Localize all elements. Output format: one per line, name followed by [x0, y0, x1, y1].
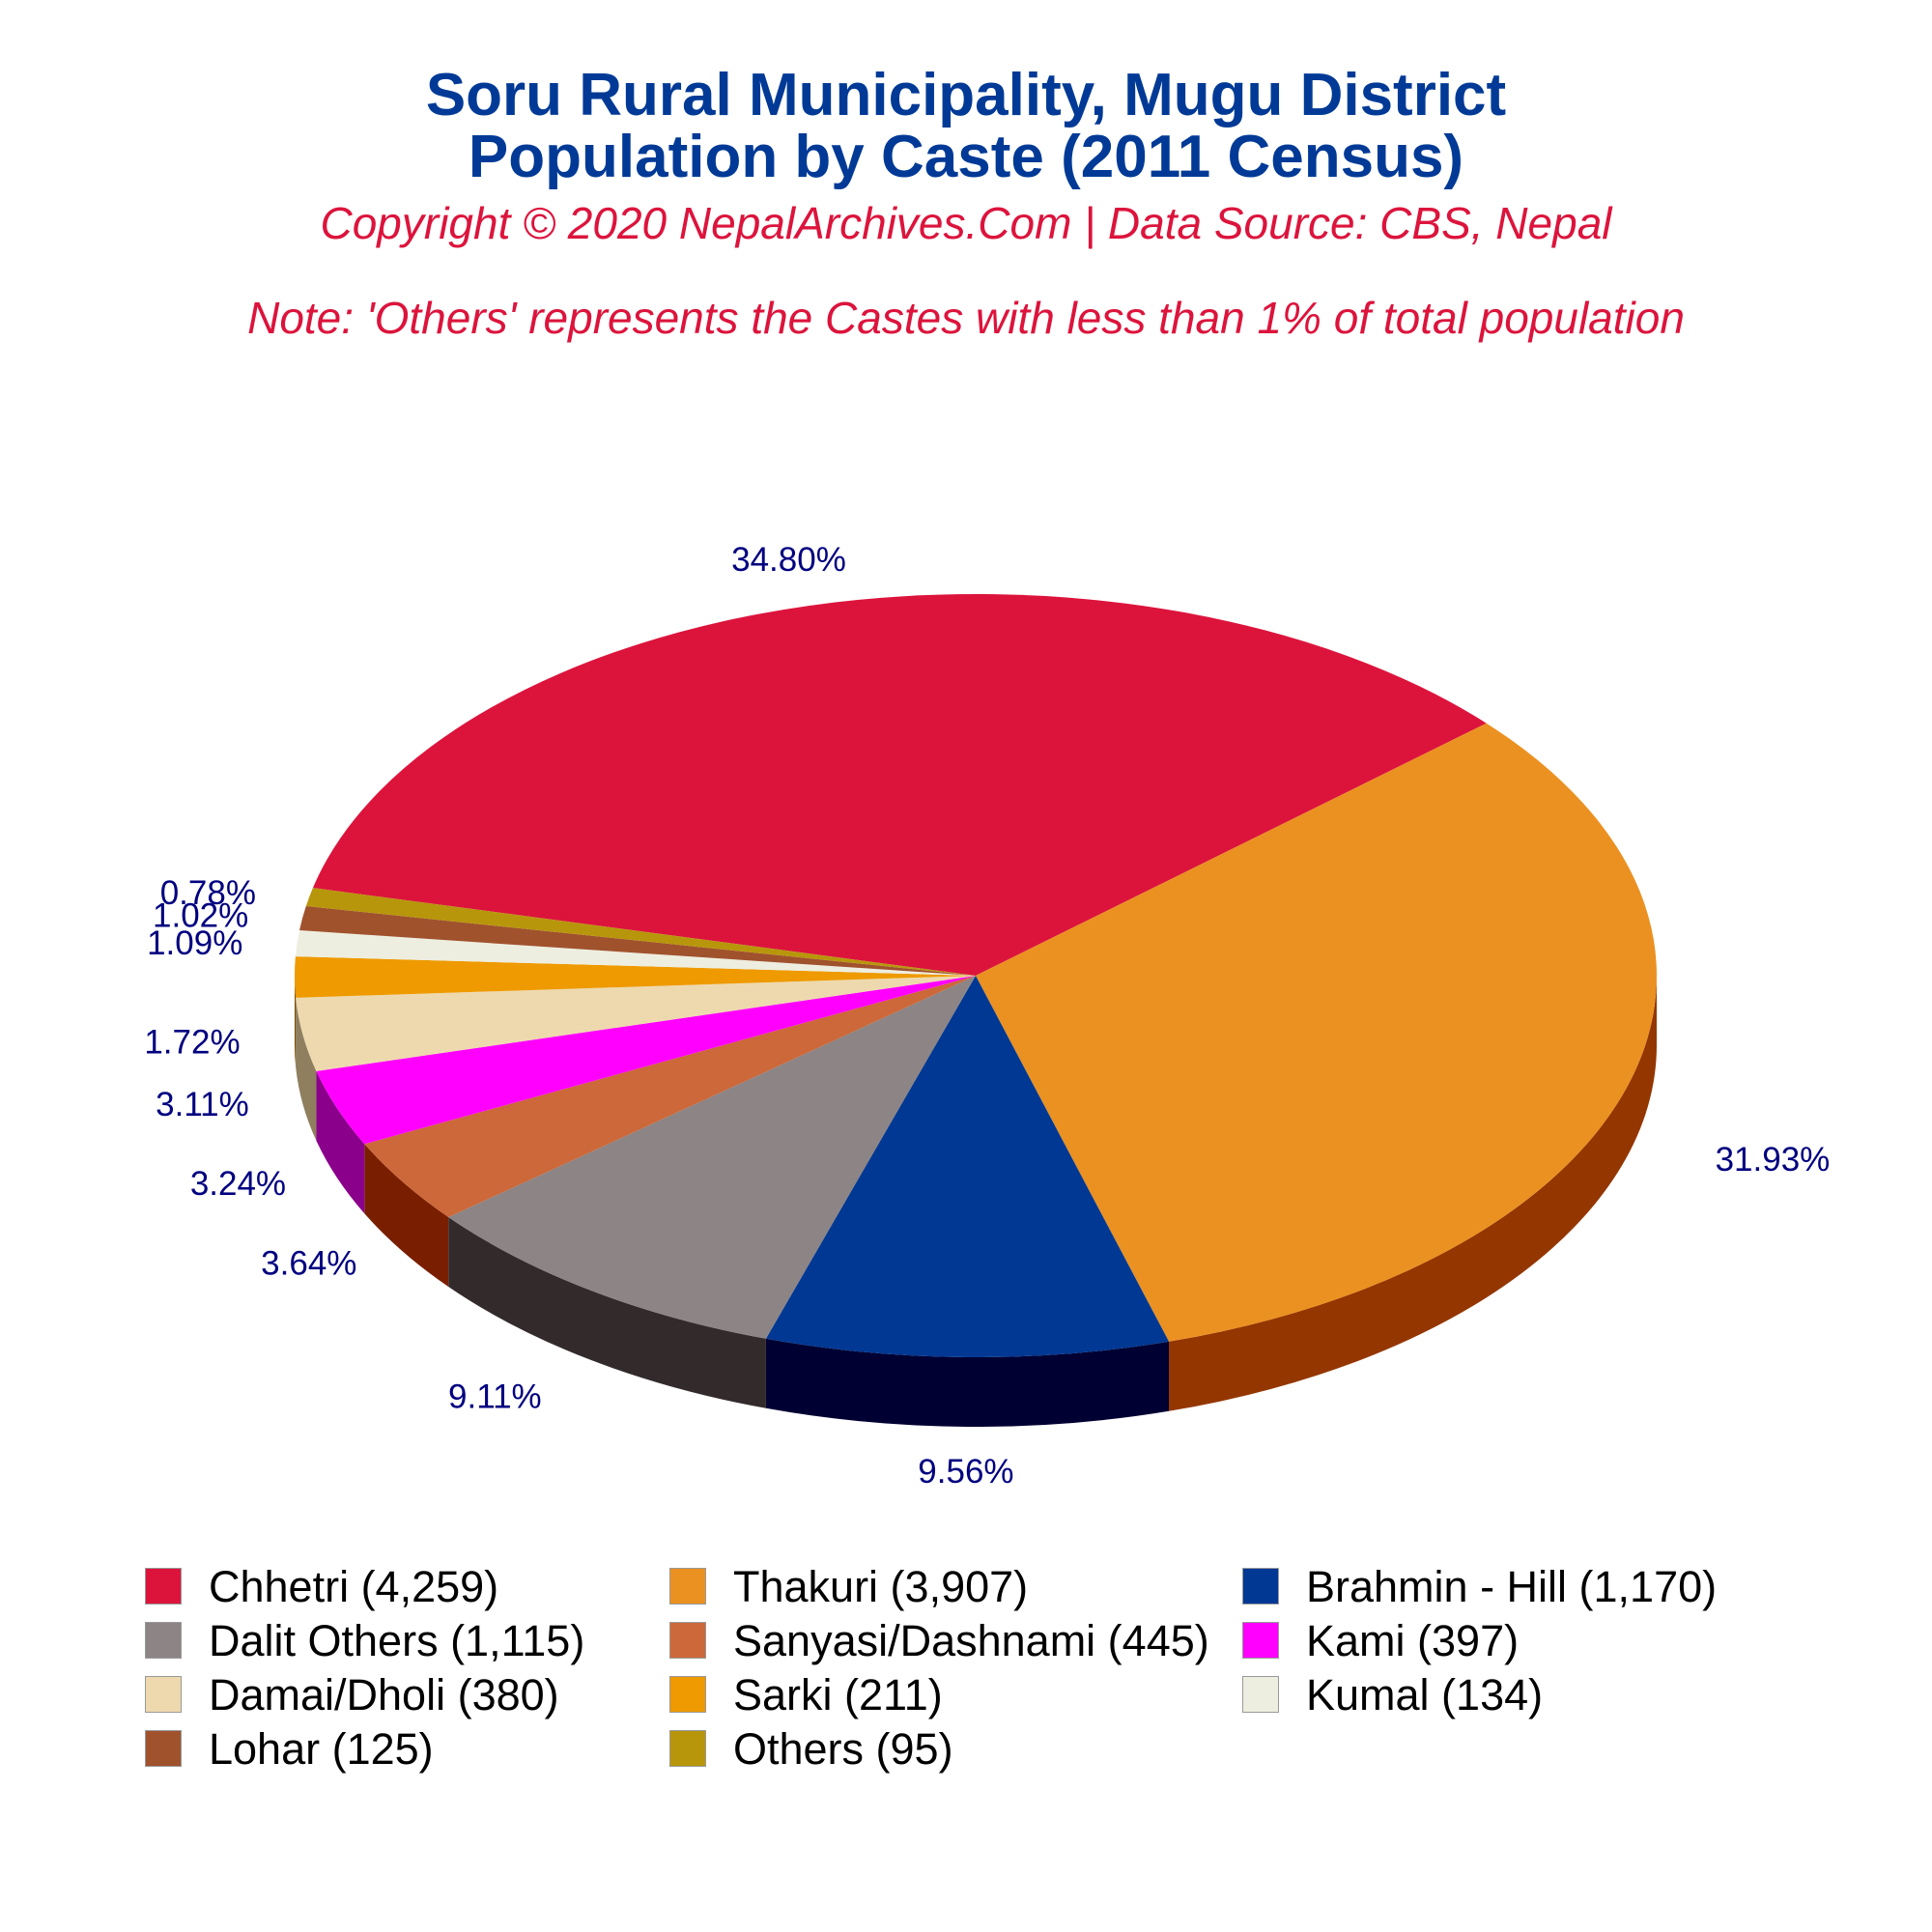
legend-swatch [1242, 1622, 1279, 1659]
legend-item: Kumal (134) [1242, 1668, 1822, 1720]
pie-sides [295, 976, 1657, 1427]
pie-side-wall [364, 1144, 449, 1288]
slice-percent-label: 3.24% [190, 1165, 286, 1203]
slice-percent-label: 1.02% [153, 897, 248, 935]
legend-label: Sanyasi/Dashnami (445) [733, 1615, 1209, 1665]
slice-percent-label: 9.56% [918, 1453, 1013, 1491]
pie-slice [364, 976, 976, 1218]
chart-legend: Chhetri (4,259) Thakuri (3,907) Brahmin - … [145, 1560, 1845, 1775]
pie-slice [305, 888, 976, 976]
slice-percent-label: 34.80% [731, 541, 846, 579]
legend-label: Brahmin - Hill (1,170) [1306, 1561, 1718, 1611]
slice-percent-label: 0.78% [160, 874, 256, 912]
legend-label: Damai/Dholi (380) [209, 1669, 559, 1719]
pie-slice [299, 905, 976, 976]
legend-swatch [145, 1622, 182, 1659]
slice-percent-label: 3.64% [261, 1244, 356, 1282]
pie-slice [976, 723, 1657, 1342]
legend-item: Kami (397) [1242, 1614, 1822, 1666]
slice-percent-label: 1.72% [144, 1023, 240, 1061]
legend-swatch [145, 1730, 182, 1767]
legend-swatch [145, 1676, 182, 1713]
legend-swatch [669, 1568, 706, 1605]
slice-percent-label: 31.93% [1716, 1141, 1831, 1179]
legend-swatch [669, 1676, 706, 1713]
pie-slice [316, 976, 976, 1145]
note-text: Note: 'Others' represents the Castes wit… [247, 293, 1685, 343]
pie-slice [295, 956, 976, 998]
pie-labels: 34.80% 31.93% 9.56% 9.11% 3.64% 3.24% 3.11% 1.7… [144, 541, 1830, 1491]
legend-label: Thakuri (3,907) [733, 1561, 1029, 1611]
legend-item: Dalit Others (1,115) [145, 1614, 669, 1666]
chart-title-line2: Population by Caste (2011 Census) [468, 124, 1464, 190]
legend-swatch [669, 1622, 706, 1659]
pie-slice [765, 976, 1170, 1357]
slice-percent-label: 3.11% [156, 1086, 249, 1123]
legend-item: Damai/Dholi (380) [145, 1668, 669, 1720]
pie-slice [295, 930, 976, 976]
legend-item: Sarki (211) [669, 1668, 1242, 1720]
pie-slice [312, 593, 1487, 976]
legend-label: Kami (397) [1306, 1615, 1520, 1665]
legend-item: Others (95) [669, 1722, 1242, 1775]
legend-swatch [145, 1568, 182, 1605]
legend-label: Dalit Others (1,115) [209, 1615, 585, 1665]
pie-side-wall [765, 1338, 1170, 1427]
legend-label: Kumal (134) [1306, 1669, 1544, 1719]
slice-percent-label: 9.11% [448, 1378, 542, 1415]
legend-swatch [1242, 1676, 1279, 1713]
pie-side-wall [316, 1070, 365, 1214]
legend-label: Others (95) [733, 1723, 953, 1774]
legend-item: Sanyasi/Dashnami (445) [669, 1614, 1242, 1666]
pie-side-wall [296, 997, 317, 1141]
slice-percent-label: 1.09% [147, 924, 242, 962]
pie-side-wall [295, 976, 297, 1067]
legend-swatch [669, 1730, 706, 1767]
pie-slice [448, 976, 976, 1339]
pie-slice [296, 976, 976, 1071]
pie-top [295, 593, 1657, 1357]
pie-side-wall [1169, 976, 1657, 1411]
copyright-text: Copyright © 2020 NepalArchives.Com | Dat… [320, 198, 1612, 248]
legend-item: Chhetri (4,259) [145, 1560, 669, 1612]
chart-title-line1: Soru Rural Municipality, Mugu District [425, 62, 1507, 128]
legend-item: Lohar (125) [145, 1722, 669, 1775]
legend-item: Thakuri (3,907) [669, 1560, 1242, 1612]
legend-label: Sarki (211) [733, 1669, 943, 1719]
legend-label: Lohar (125) [209, 1723, 434, 1774]
legend-label: Chhetri (4,259) [209, 1561, 499, 1611]
pie-side-wall [448, 1217, 766, 1408]
legend-swatch [1242, 1568, 1279, 1605]
legend-item: Brahmin - Hill (1,170) [1242, 1560, 1822, 1612]
